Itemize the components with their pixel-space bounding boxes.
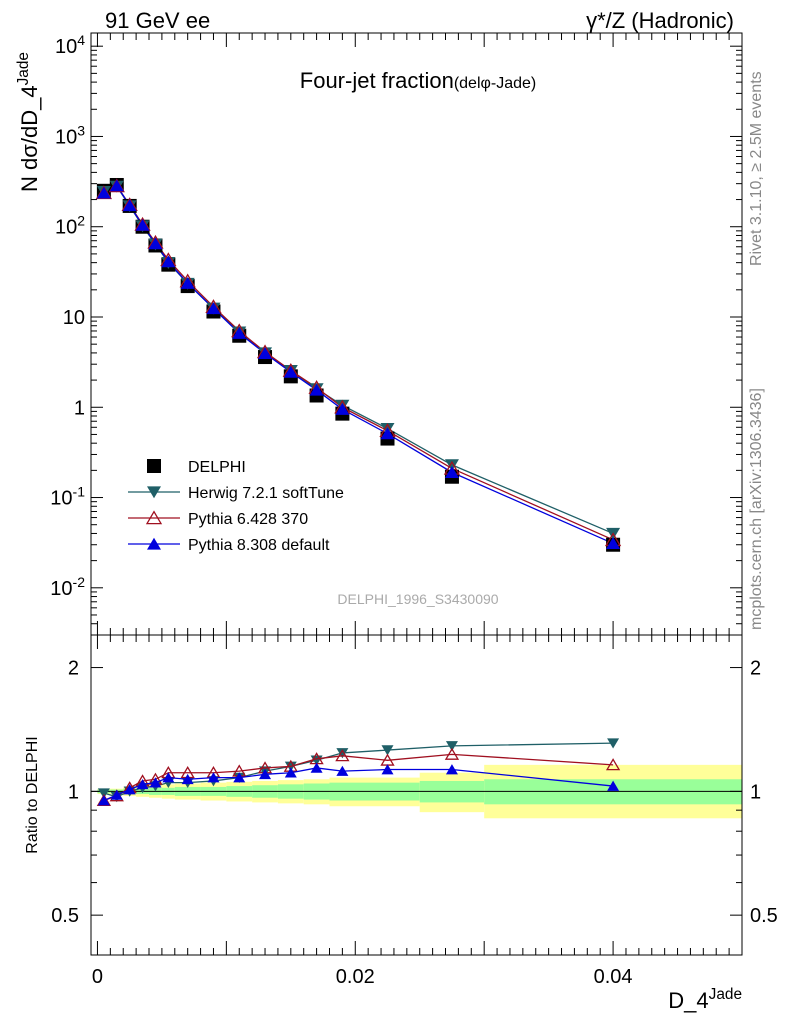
ratio-point-pythia-8-308-default [110,789,123,800]
ratio-line-pythia-8-308-default [103,767,614,802]
x-tick-label: 0.04 [594,966,633,988]
ratio-y-tick-label-right: 0.5 [750,905,778,927]
ratio-point-herwig-7-2-1-softtune [97,788,110,799]
ratio-point-pythia-8-308-default [149,777,162,788]
series-line-herwig-7-2-1-softtune [103,185,614,535]
ratio-point-pythia-8-308-default [97,795,110,806]
ratio-y-tick-label: 1 [68,781,79,803]
legend-label-pythia-8-308-default: Pythia 8.308 default [188,537,330,554]
x-axis-title: D_4Jade [668,986,742,1013]
ratio-y-axis-title: Ratio to DELPHI [24,736,41,853]
main-y-tick-label: 10 [63,307,85,329]
ratio-y-tick-label-right: 1 [750,781,761,803]
data-point-pythia-8-308-default [148,237,163,250]
ratio-point-pythia-6-428-370 [335,749,350,762]
ratio-point-pythia-8-308-default [336,765,349,776]
data-point-pythia-8-308-default [444,466,459,478]
analysis-watermark: DELPHI_1996_S3430090 [337,591,498,607]
ratio-point-pythia-8-308-default [381,764,394,775]
ratio-point-pythia-8-308-default [123,784,136,795]
legend-label-pythia-6-428-370: Pythia 6.428 370 [188,511,308,528]
main-y-tick-label: 104 [55,32,85,58]
ratio-point-pythia-6-428-370 [444,747,460,760]
main-y-tick-label: 10-2 [50,574,85,600]
ratio-point-pythia-6-428-370 [605,758,621,771]
ratio-point-pythia-8-308-default [310,762,323,773]
legend-marker-herwig-7-2-1-softtune [147,486,161,499]
ratio-point-herwig-7-2-1-softtune [445,741,458,752]
series-line-pythia-8-308-default [103,184,614,545]
x-tick-label: 0.02 [336,966,375,988]
plot-title: Four-jet fraction(delφ-Jade) [300,68,536,93]
data-point-herwig-7-2-1-softtune [444,459,459,472]
ratio-point-pythia-8-308-default [207,772,220,783]
ratio-line-pythia-6-428-370 [103,753,614,802]
ratio-point-pythia-8-308-default [284,767,297,778]
data-point-pythia-8-308-default [309,383,324,396]
main-y-tick-label: 102 [55,213,85,239]
legend-label-delphi: DELPHI [188,459,246,476]
data-point-pythia-8-308-default [380,427,395,440]
main-y-axis-title: N dσ/dD_4Jade [15,52,42,192]
channel-label: γ*/Z (Hadronic) [586,8,734,33]
legend-marker-pythia-8-308-default [147,537,161,550]
data-point-pythia-8-308-default [232,326,247,339]
legend-label-herwig-7-2-1-softtune: Herwig 7.2.1 softTune [188,485,344,502]
ratio-y-tick-label: 0.5 [51,905,79,927]
x-tick-label: 0 [92,966,103,988]
data-point-pythia-8-308-default [206,302,221,315]
ratio-point-pythia-8-308-default [259,768,272,780]
data-point-pythia-8-308-default [335,402,350,415]
data-point-pythia-8-308-default [122,199,137,212]
ratio-point-pythia-8-308-default [607,780,620,791]
data-point-pythia-8-308-default [180,277,195,289]
ratio-point-pythia-8-308-default [136,778,149,790]
data-point-pythia-8-308-default [161,255,176,268]
process-label: 91 GeV ee [105,8,211,33]
ratio-point-pythia-8-308-default [162,772,175,783]
ratio-frame [90,634,743,956]
ratio-point-herwig-7-2-1-softtune [607,738,620,749]
ratio-point-pythia-8-308-default [181,773,194,785]
ratio-point-pythia-8-308-default [445,764,458,775]
legend-marker-pythia-6-428-370 [145,510,163,525]
ratio-y-tick-label: 2 [68,658,79,680]
legend-marker-delphi [147,459,161,473]
data-point-pythia-8-308-default [135,218,150,231]
main-y-tick-label: 1 [74,397,85,419]
ratio-point-pythia-8-308-default [233,772,246,783]
data-point-pythia-8-308-default [96,186,111,199]
ratio-point-herwig-7-2-1-softtune [336,748,349,759]
ratio-line-herwig-7-2-1-softtune [103,742,614,798]
main-y-tick-label: 10-1 [50,484,85,510]
data-point-pythia-8-308-default [283,365,298,378]
ratio-y-tick-label-right: 2 [750,658,761,680]
data-point-pythia-8-308-default [606,537,621,550]
data-point-pythia-8-308-default [258,347,273,360]
ratio-point-herwig-7-2-1-softtune [381,745,394,756]
series-line-pythia-6-428-370 [103,185,614,541]
data-point-pythia-8-308-default [109,179,124,192]
main-y-tick-label: 103 [55,122,85,148]
